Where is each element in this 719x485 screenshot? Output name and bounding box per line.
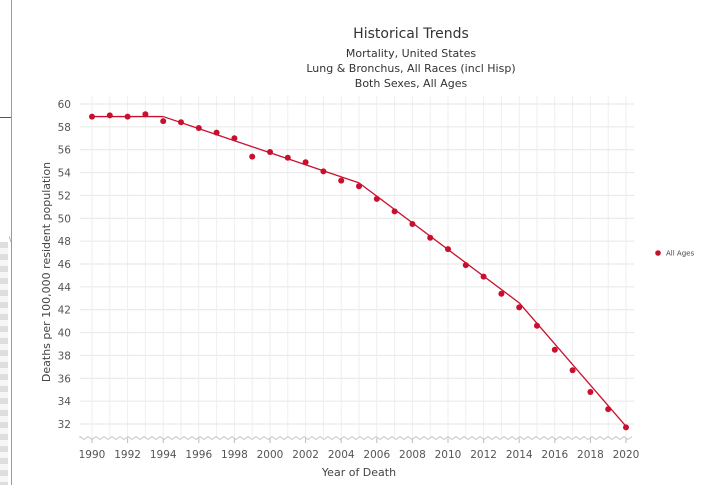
- data-point: [231, 135, 238, 142]
- data-point: [445, 246, 451, 253]
- data-point: [462, 262, 469, 269]
- data-point: [302, 159, 309, 166]
- y-tick-label: 60: [58, 99, 71, 111]
- y-tick-label: 40: [58, 328, 71, 340]
- x-tick-label: 2016: [541, 449, 568, 461]
- y-tick-label: 58: [58, 122, 71, 134]
- y-tick-label: 34: [58, 396, 72, 408]
- data-point: [249, 153, 256, 160]
- x-tick-label: 2002: [292, 449, 319, 461]
- data-point: [587, 389, 594, 395]
- y-tick-label: 56: [58, 145, 72, 157]
- data-point: [106, 112, 113, 119]
- legend-marker: [655, 250, 661, 256]
- y-tick-label: 32: [58, 419, 71, 431]
- data-point: [213, 129, 220, 136]
- data-points: [89, 111, 629, 431]
- data-point: [427, 234, 434, 241]
- x-tick-label: 1998: [221, 449, 248, 461]
- chart-subtitle-line-1: Mortality, United States: [346, 47, 476, 60]
- data-point: [195, 125, 202, 131]
- y-axis-label: Deaths per 100,000 resident population: [40, 162, 53, 382]
- data-point: [605, 406, 612, 413]
- x-tick-label: 1992: [114, 449, 141, 461]
- x-tick-label: 2000: [257, 449, 284, 461]
- y-axis-ticks: 32 34 36 38 40 42 44 46 48 50 52 54 56 58 60: [58, 99, 72, 431]
- data-point: [284, 154, 291, 161]
- y-tick-label: 38: [58, 350, 71, 362]
- data-point: [623, 424, 629, 431]
- legend[interactable]: All Ages: [655, 250, 694, 258]
- x-tick-label: 2006: [363, 449, 390, 461]
- x-tick-label: 1990: [79, 449, 106, 461]
- x-tick-label: 2004: [328, 449, 355, 461]
- x-tick-label: 2018: [577, 449, 604, 461]
- data-point: [356, 183, 362, 190]
- data-point: [142, 111, 149, 118]
- y-tick-label: 52: [58, 190, 71, 202]
- data-point: [89, 113, 95, 120]
- data-point: [373, 195, 380, 202]
- y-tick-label: 42: [58, 305, 71, 317]
- data-point: [338, 177, 345, 184]
- chart-subtitle-line-3: Both Sexes, All Ages: [355, 77, 468, 90]
- x-tick-label: 2020: [613, 449, 640, 461]
- data-point: [320, 168, 327, 175]
- x-tick-label: 2010: [435, 449, 462, 461]
- y-tick-label: 46: [58, 259, 72, 271]
- x-axis-label: Year of Death: [321, 466, 396, 479]
- x-tick-label: 1994: [150, 449, 177, 461]
- y-tick-label: 50: [58, 213, 71, 225]
- data-point: [480, 273, 487, 280]
- data-point: [534, 322, 540, 329]
- chart-panel: Historical Trends Mortality, United Stat…: [11, 0, 719, 485]
- y-tick-label: 44: [58, 282, 72, 294]
- background-divider: [0, 117, 12, 118]
- trend-chart: Historical Trends Mortality, United Stat…: [40, 26, 694, 479]
- x-tick-label: 2014: [506, 449, 533, 461]
- y-tick-label: 54: [58, 168, 72, 180]
- trend-line-segment: [358, 182, 520, 304]
- chart-subtitle-line-2: Lung & Bronchus, All Races (incl Hisp): [306, 62, 515, 75]
- y-tick-label: 48: [58, 236, 71, 248]
- data-point: [551, 346, 558, 353]
- data-point: [569, 367, 576, 374]
- data-point: [391, 208, 398, 215]
- x-axis-line: [79, 435, 633, 441]
- x-tick-label: 2008: [399, 449, 426, 461]
- x-axis-ticks: 1990 1992 1994 1996 1998 2000 2002 2004 2006 2008…: [79, 435, 640, 461]
- legend-label: All Ages: [666, 250, 694, 258]
- chart-title: Historical Trends: [353, 26, 469, 42]
- data-point: [498, 290, 505, 297]
- x-tick-label: 1996: [185, 449, 212, 461]
- data-point: [124, 113, 131, 120]
- background-striped-list: [0, 242, 8, 485]
- grid-lines: [80, 96, 634, 438]
- data-point: [516, 304, 523, 311]
- data-point: [160, 118, 167, 125]
- y-tick-label: 36: [58, 373, 72, 385]
- data-point: [178, 119, 184, 126]
- data-point: [409, 221, 416, 227]
- x-tick-label: 2012: [470, 449, 497, 461]
- data-point: [267, 149, 273, 155]
